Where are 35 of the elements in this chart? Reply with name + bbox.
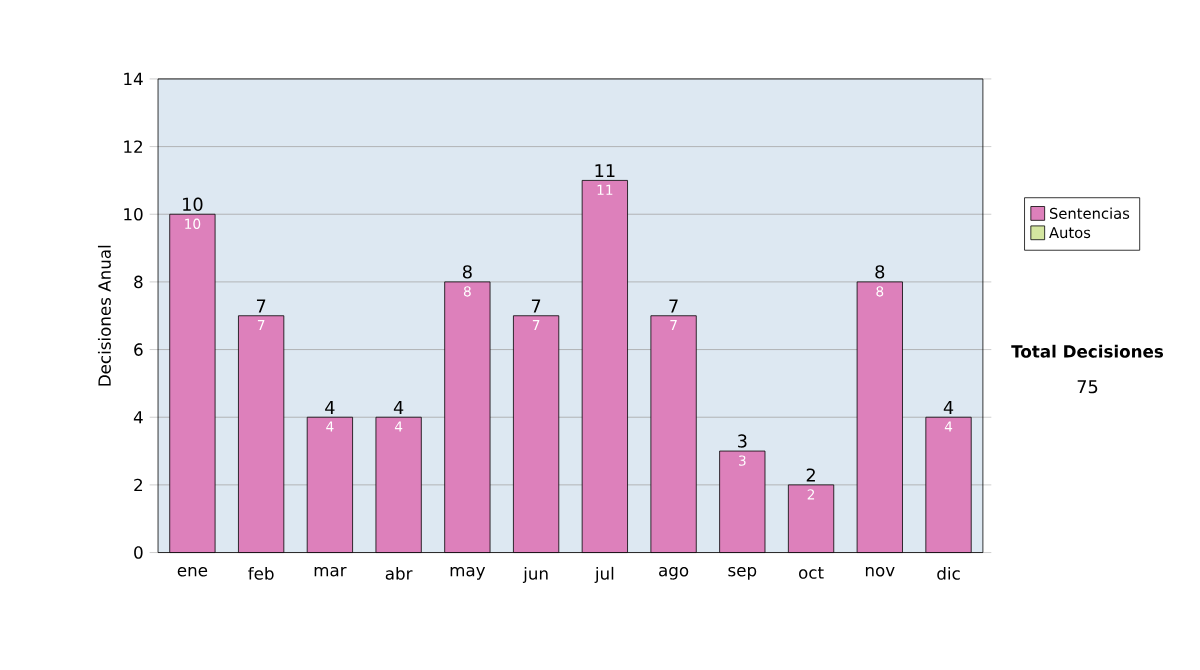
x-tick-label: feb [248,566,274,580]
x-tick-label: jun [522,566,548,583]
total-label: 7 [669,299,678,312]
total-label: 8 [462,264,472,279]
total-label: 3 [738,433,747,448]
total-label: 4 [393,400,404,414]
total-label: 4 [943,400,954,414]
total-label: 2 [806,467,815,482]
x-tick-label: jul [594,566,614,583]
x-tick-label: ago [659,566,689,580]
x-tick-label: dic [937,566,960,580]
x-tick-label: abr [385,566,413,580]
x-tick-label: nov [865,566,895,577]
total-label: 7 [531,299,541,312]
total-label: 7 [256,299,266,312]
y-tick-label: 8 [134,275,143,288]
y-axis-title: Decisiones Anual [97,245,111,386]
text: 75 [1077,379,1098,393]
x-tick-label: ene [177,566,208,577]
y-tick-label: 0 [134,545,143,559]
x-tick-label: may [450,566,486,580]
y-tick-label: 12 [124,139,143,153]
y-tick-label: 2 [134,478,143,491]
total-label: 11 [595,163,615,177]
text: Total Decisiones [1011,344,1164,358]
y-tick-label: 6 [134,342,143,356]
y-tick-label: 4 [133,410,143,423]
x-tick-label: sep [728,566,757,580]
y-tick-label: 10 [124,207,143,221]
total-label: 10 [183,197,203,211]
x-tick-label: mar [314,566,347,577]
total-label: 4 [325,400,335,414]
total-label: 8 [875,264,885,279]
y-tick-label: 14 [124,72,143,85]
x-tick-label: oct [799,566,824,579]
